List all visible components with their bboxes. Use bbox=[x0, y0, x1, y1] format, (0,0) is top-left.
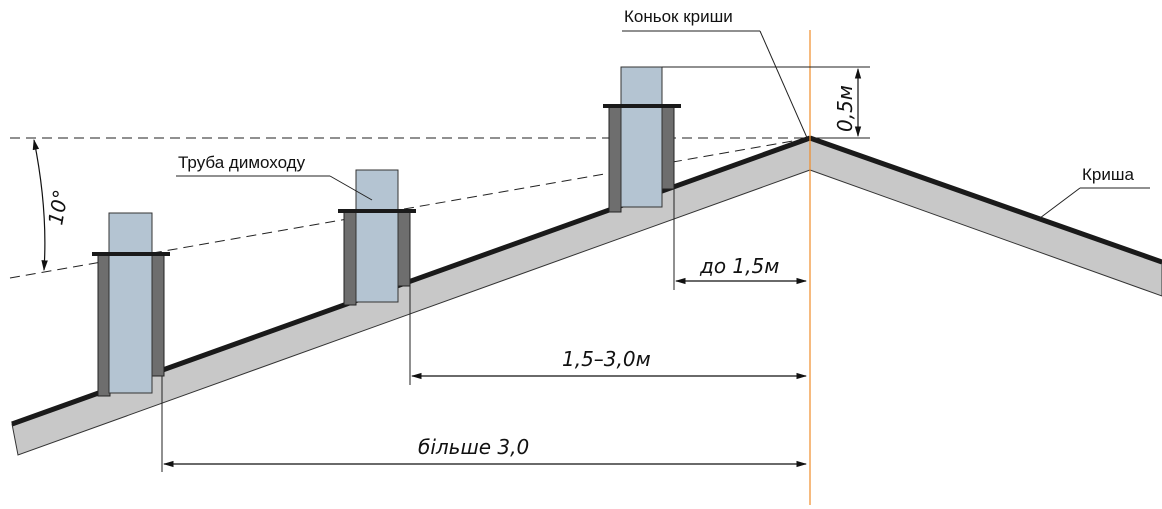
near-dimension-label: до 1,5м bbox=[699, 254, 779, 278]
roof-right-slope bbox=[809, 137, 1162, 297]
angle-label: 10° bbox=[43, 188, 73, 227]
ridge-leader bbox=[759, 30, 809, 141]
mid-dimension-label: 1,5–3,0м bbox=[562, 347, 651, 371]
chimney-near bbox=[603, 66, 681, 213]
height-dimension-label: 0,5м bbox=[833, 85, 857, 132]
roof-right-top bbox=[809, 135, 1162, 265]
angle-arc bbox=[32, 138, 48, 272]
far-dimension-label: більше 3,0 bbox=[418, 435, 529, 459]
ridge-label: Коньок криши bbox=[624, 7, 733, 26]
roof-leader bbox=[1039, 187, 1081, 219]
chimney-leader bbox=[329, 175, 373, 201]
chimney-far bbox=[92, 212, 170, 397]
roof-label: Криша bbox=[1082, 165, 1134, 184]
chimney-mid bbox=[338, 169, 416, 306]
chimney-label: Труба димоходу bbox=[178, 153, 306, 172]
